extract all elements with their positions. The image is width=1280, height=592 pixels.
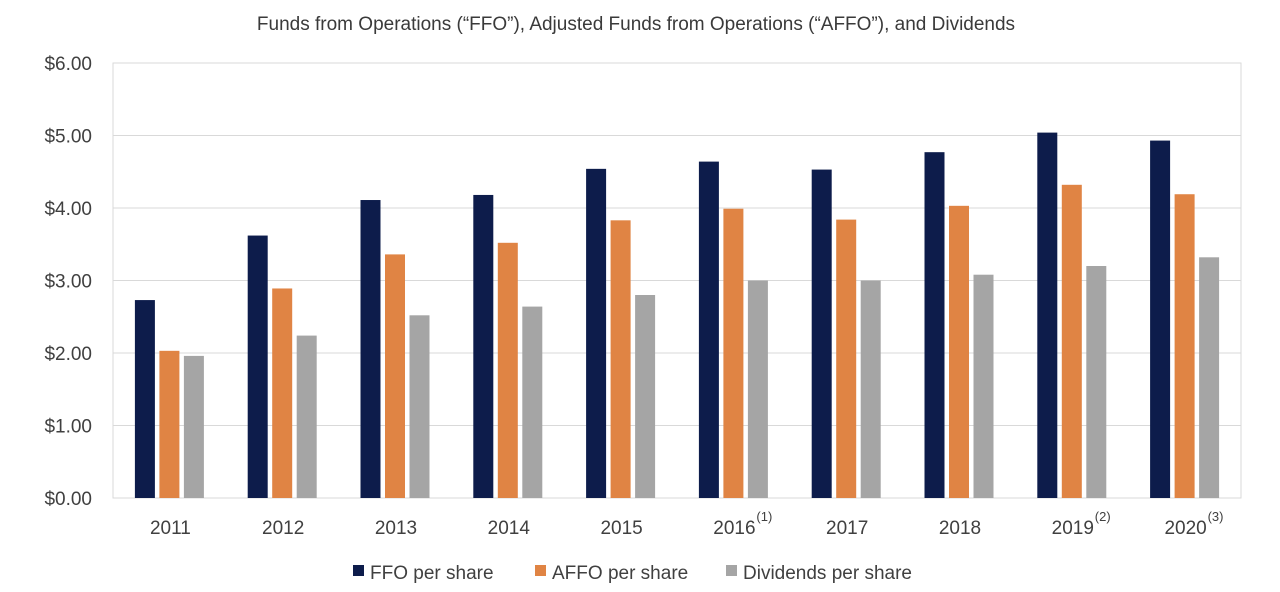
bar-ffo-per-share-2017 — [811, 169, 832, 498]
bar-ffo-per-share-2016 — [698, 161, 719, 498]
bar-dividends-per-share-2020 — [1199, 257, 1220, 498]
bar-affo-per-share-2016 — [723, 208, 744, 498]
y-tick-label: $0.00 — [44, 489, 92, 510]
y-tick-label: $6.00 — [44, 54, 92, 75]
bar-affo-per-share-2019 — [1061, 184, 1082, 499]
bar-ffo-per-share-2015 — [586, 168, 607, 498]
bar-affo-per-share-2017 — [836, 219, 857, 498]
bar-dividends-per-share-2011 — [183, 355, 204, 498]
bar-ffo-per-share-2018 — [924, 152, 945, 499]
x-tick-label: 2015 — [600, 518, 642, 539]
bar-affo-per-share-2020 — [1174, 194, 1195, 498]
legend-label: FFO per share — [370, 563, 494, 584]
bar-ffo-per-share-2011 — [134, 300, 155, 498]
x-tick-label: 2012 — [262, 518, 304, 539]
bar-affo-per-share-2012 — [272, 288, 293, 498]
bar-affo-per-share-2014 — [497, 242, 518, 498]
y-tick-label: $5.00 — [44, 127, 92, 148]
bar-ffo-per-share-2014 — [473, 194, 494, 498]
bar-affo-per-share-2018 — [949, 205, 969, 498]
y-axis-ticks: $0.00 $1.00 $2.00 $3.00 $4.00 $5.00 $6.00 — [44, 54, 92, 510]
legend: FFO per share AFFO per share Dividends per… — [353, 563, 912, 584]
x-tick-footnote: (2) — [1095, 509, 1111, 524]
x-tick-label: 2019 — [1052, 518, 1094, 539]
x-tick-footnote: (1) — [756, 509, 772, 524]
x-tick-label: 2016 — [713, 518, 755, 539]
bar-dividends-per-share-2016 — [747, 280, 768, 498]
bars — [134, 132, 1220, 499]
bar-affo-per-share-2011 — [159, 350, 180, 498]
legend-swatch — [353, 565, 364, 576]
x-tick-label: 2020 — [1164, 518, 1206, 539]
x-axis-ticks: 2011 2012 2013 2014 2015 2016(1)2017 2018 2019(… — [150, 509, 1224, 539]
bar-dividends-per-share-2015 — [635, 295, 656, 498]
legend-label: Dividends per share — [743, 563, 912, 584]
bar-dividends-per-share-2017 — [860, 280, 881, 498]
bar-affo-per-share-2013 — [385, 254, 405, 498]
chart-title: Funds from Operations (“FFO”), Adjusted … — [257, 14, 1015, 35]
x-tick-label: 2014 — [488, 518, 531, 539]
y-tick-label: $3.00 — [44, 272, 92, 293]
x-tick-label: 2013 — [375, 518, 417, 539]
legend-label: AFFO per share — [552, 563, 688, 584]
bar-dividends-per-share-2019 — [1086, 266, 1107, 498]
bar-ffo-per-share-2020 — [1150, 140, 1171, 498]
y-tick-label: $1.00 — [44, 417, 92, 438]
legend-swatch — [726, 565, 737, 576]
x-tick-label: 2018 — [939, 518, 981, 539]
bar-dividends-per-share-2013 — [409, 315, 430, 498]
y-tick-label: $2.00 — [44, 344, 92, 365]
bar-dividends-per-share-2018 — [973, 274, 994, 498]
x-tick-footnote: (3) — [1208, 509, 1224, 524]
legend-swatch — [535, 565, 546, 576]
bar-ffo-per-share-2019 — [1037, 132, 1058, 498]
bar-dividends-per-share-2012 — [296, 335, 317, 498]
y-tick-label: $4.00 — [44, 199, 92, 220]
bar-ffo-per-share-2013 — [360, 200, 381, 498]
x-tick-label: 2017 — [826, 518, 868, 539]
bar-affo-per-share-2015 — [610, 220, 631, 498]
bar-dividends-per-share-2014 — [522, 306, 543, 498]
x-tick-label: 2011 — [150, 518, 191, 539]
bar-ffo-per-share-2012 — [247, 235, 268, 499]
